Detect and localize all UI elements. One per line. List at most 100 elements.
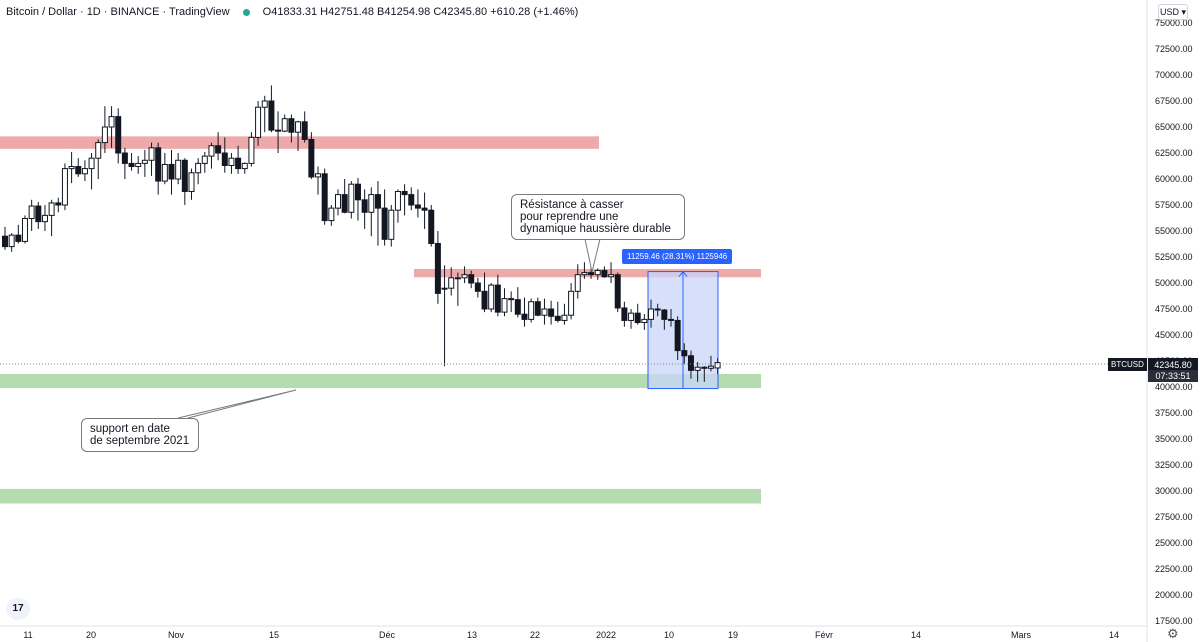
candle-body [408,194,415,206]
candle-body [687,355,694,371]
time-tick-label: 19 [728,630,738,640]
price-tick-label: 57500.00 [1155,200,1193,210]
candle-body [494,284,501,313]
candle-body [361,199,368,213]
candle-body [368,194,375,213]
price-tick-label: 50000.00 [1155,278,1193,288]
resistance-note[interactable]: Résistance à casser pour reprendre une d… [511,194,685,240]
price-tick-label: 27500.00 [1155,512,1193,522]
currency-selector[interactable]: USD ▾ [1158,4,1188,20]
gear-icon[interactable]: ⚙ [1167,626,1179,641]
candle-body [255,106,262,138]
price-tick-label: 60000.00 [1155,174,1193,184]
candle-body [195,162,202,174]
candle-body [714,362,721,369]
market-status-icon [242,8,250,16]
candle-body [594,270,601,276]
measure-arrowhead [678,270,688,277]
price-tick-label: 65000.00 [1155,122,1193,132]
symbol-title[interactable]: Bitcoin / Dollar · 1D · BINANCE · Tradin… [6,6,230,18]
candle-body [521,313,528,320]
candle-body [41,214,48,223]
candle-body [308,138,315,178]
ohlc-values: O41833.31 H42751.48 B41254.98 C42345.80 … [262,6,579,18]
candle-body [108,116,115,128]
candle-body [341,194,348,213]
price-tick-label: 20000.00 [1155,590,1193,600]
candle-body [88,157,95,170]
candle-body [501,298,508,313]
chart-header: Bitcoin / Dollar · 1D · BINANCE · Tradin… [6,6,578,18]
tradingview-logo[interactable]: 17 [6,598,30,620]
candle-body [101,126,108,144]
candle-body [301,121,308,140]
candle-body [188,172,195,192]
candle-body [28,205,35,220]
candle-body [15,234,22,242]
time-tick-label: 10 [664,630,674,640]
candle-body [448,277,455,289]
support-zone [0,374,761,389]
price-tick-label: 62500.00 [1155,148,1193,158]
time-tick-label: 13 [467,630,477,640]
price-tick-label: 22500.00 [1155,564,1193,574]
support-note[interactable]: support en date de septembre 2021 [81,418,199,452]
candle-body [701,366,708,369]
candle-body [641,318,648,324]
candle-body [55,202,62,206]
resistance-note-line: pour reprendre une [520,211,619,223]
price-tick-label: 45000.00 [1155,330,1193,340]
candle-body [581,272,588,276]
resistance-note-line: Résistance à casser [520,199,624,211]
time-tick-label: 14 [911,630,921,640]
candle-body [628,312,635,321]
support-zone [0,488,761,504]
price-tick-label: 67500.00 [1155,96,1193,106]
candle-body [275,129,282,132]
candle-body [241,162,248,170]
candles [2,85,721,382]
candle-body [534,301,541,316]
candle-body [235,157,242,170]
candle-body [401,190,408,196]
candle-body [674,319,681,352]
candle-body [95,142,102,159]
candle-body [348,183,355,213]
support-note-line: support en date [90,423,170,435]
candle-body [568,290,575,316]
price-axis-ticks: 75000.00 72500.00 70000.00 67500.00 65000.00… [1155,18,1193,626]
candle-body [621,307,628,321]
candle-body [614,274,621,309]
candle-body [388,209,395,240]
price-tick-label: 25000.00 [1155,538,1193,548]
candle-body [288,118,295,133]
time-tick-label: 15 [269,630,279,640]
candle-body [541,308,548,316]
candle-body [168,163,175,180]
candle-body [414,204,421,209]
support-note-pointer [177,389,297,419]
zones [0,136,761,504]
time-axis-ticks: 11 20 Nov 15 Déc 13 22 2022 10 19 Févr 14 Mars 14 [23,630,1119,640]
candle-body [468,274,475,284]
price-tick-label: 47500.00 [1155,304,1193,314]
candle-body [315,173,322,178]
candle-body [221,152,228,166]
candle-body [441,287,448,290]
candle-body [481,290,488,310]
measure-label: 11259.46 (28.31%) 1125946 [622,249,733,264]
price-tick-label: 32500.00 [1155,460,1193,470]
candle-body [81,168,88,175]
candle-body [21,218,28,242]
last-price-value: 42345.80 [1148,358,1198,372]
time-tick-label: 22 [530,630,540,640]
candle-body [681,350,688,357]
candle-body [281,118,288,132]
candle-body [121,152,128,164]
candle-body [175,159,182,180]
candle-body [454,277,461,280]
candle-body [261,100,268,108]
candle-body [328,207,335,222]
resistance-note-line: dynamique haussière durable [520,223,671,235]
